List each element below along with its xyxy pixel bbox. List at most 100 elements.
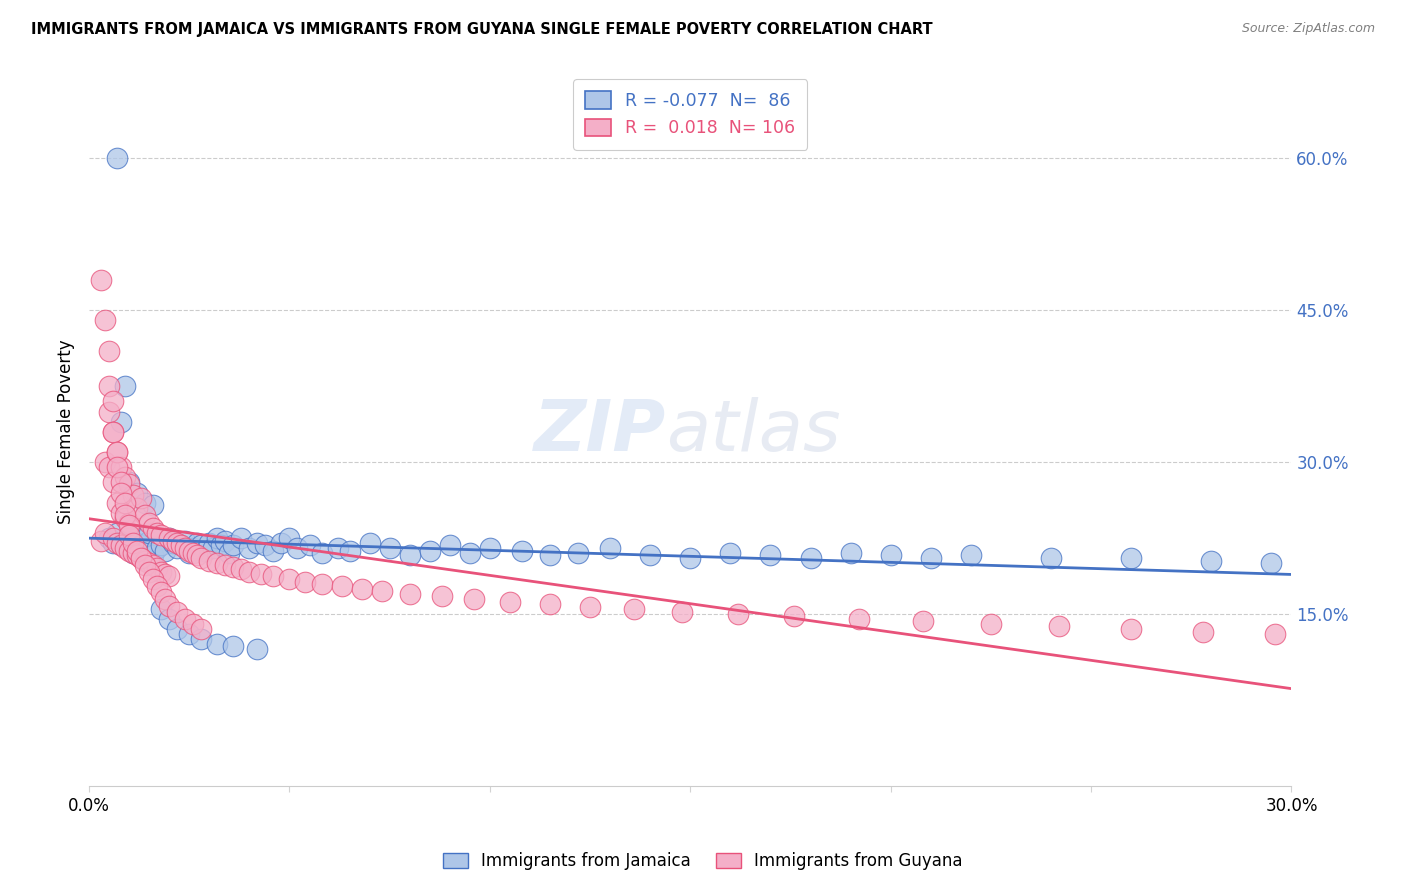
Point <box>378 541 401 556</box>
Point <box>110 506 132 520</box>
Point <box>150 528 173 542</box>
Text: atlas: atlas <box>666 397 841 467</box>
Point <box>270 536 292 550</box>
Point <box>1201 554 1223 568</box>
Text: Source: ZipAtlas.com: Source: ZipAtlas.com <box>1241 22 1375 36</box>
Point <box>90 273 112 287</box>
Point <box>138 516 160 530</box>
Point <box>510 544 533 558</box>
Point <box>138 565 160 579</box>
Point <box>118 528 141 542</box>
Point <box>110 538 132 552</box>
Point <box>118 477 141 491</box>
Point <box>162 534 184 549</box>
Point <box>370 583 392 598</box>
Point <box>222 560 245 574</box>
Point <box>150 602 173 616</box>
Point <box>499 595 522 609</box>
Point <box>278 531 301 545</box>
Point <box>118 517 141 532</box>
Point <box>214 558 236 573</box>
Point <box>679 551 702 566</box>
Point <box>114 496 136 510</box>
Y-axis label: Single Female Poverty: Single Female Poverty <box>58 340 75 524</box>
Point <box>218 546 240 560</box>
Point <box>439 538 461 552</box>
Point <box>118 541 141 556</box>
Point <box>186 536 208 550</box>
Point <box>783 609 806 624</box>
Point <box>398 549 420 563</box>
Point <box>101 536 124 550</box>
Point <box>118 475 141 490</box>
Point <box>127 531 149 545</box>
Point <box>114 511 136 525</box>
Point <box>101 475 124 490</box>
Point <box>179 544 201 558</box>
Point <box>848 612 870 626</box>
Point <box>105 536 128 550</box>
Point <box>105 445 128 459</box>
Point <box>134 544 156 558</box>
Point <box>207 557 229 571</box>
Point <box>250 566 273 581</box>
Point <box>231 562 253 576</box>
Point <box>839 546 862 560</box>
Point <box>118 544 141 558</box>
Point <box>207 531 229 545</box>
Point <box>157 531 180 545</box>
Point <box>294 574 316 589</box>
Point <box>879 549 901 563</box>
Point <box>1039 551 1062 566</box>
Point <box>114 508 136 522</box>
Point <box>110 538 132 552</box>
Point <box>127 549 149 563</box>
Point <box>170 538 193 552</box>
Point <box>599 541 621 556</box>
Point <box>920 551 942 566</box>
Point <box>105 496 128 510</box>
Point <box>350 582 373 596</box>
Point <box>166 541 188 556</box>
Point <box>1264 627 1286 641</box>
Legend: Immigrants from Jamaica, Immigrants from Guyana: Immigrants from Jamaica, Immigrants from… <box>436 846 970 877</box>
Point <box>430 589 453 603</box>
Point <box>127 500 149 515</box>
Point <box>127 544 149 558</box>
Point <box>1192 625 1215 640</box>
Point <box>170 538 193 552</box>
Point <box>478 541 501 556</box>
Point <box>138 526 160 541</box>
Point <box>101 425 124 439</box>
Point <box>278 572 301 586</box>
Point <box>246 642 269 657</box>
Point <box>238 565 260 579</box>
Point <box>718 546 741 560</box>
Point <box>142 572 165 586</box>
Text: ZIP: ZIP <box>534 397 666 467</box>
Point <box>110 415 132 429</box>
Point <box>114 534 136 549</box>
Point <box>150 565 173 579</box>
Point <box>231 531 253 545</box>
Point <box>190 551 212 566</box>
Point <box>463 591 485 606</box>
Point <box>114 470 136 484</box>
Point <box>105 460 128 475</box>
Point <box>623 602 645 616</box>
Point <box>1260 557 1282 571</box>
Point <box>1047 619 1070 633</box>
Point <box>166 622 188 636</box>
Point <box>398 587 420 601</box>
Point <box>157 599 180 613</box>
Point <box>190 632 212 647</box>
Point <box>155 544 177 558</box>
Point <box>105 152 128 166</box>
Point <box>94 455 117 469</box>
Point <box>1121 622 1143 636</box>
Point <box>262 544 284 558</box>
Point <box>330 579 353 593</box>
Point <box>419 544 441 558</box>
Point <box>129 491 152 505</box>
Point <box>98 531 121 545</box>
